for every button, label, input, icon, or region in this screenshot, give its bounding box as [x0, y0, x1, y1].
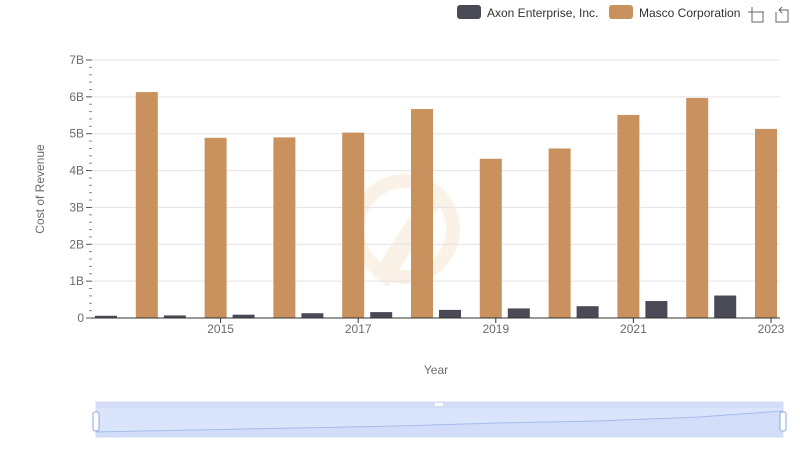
legend-swatch-masco: [609, 5, 633, 19]
bar-masco-2023[interactable]: [755, 128, 777, 318]
legend-item-axon[interactable]: Axon Enterprise, Inc.: [457, 5, 598, 20]
x-tick-label: 2021: [620, 322, 647, 336]
gridlines: [92, 59, 780, 282]
bar-masco-2014[interactable]: [135, 92, 158, 319]
bar-masco-2017[interactable]: [342, 132, 365, 318]
x-tick-label: 2017: [345, 322, 372, 336]
bar-axon-2022[interactable]: [645, 301, 668, 318]
bar-axon-2015[interactable]: [163, 315, 186, 318]
y-tick-label: 2B: [69, 237, 84, 251]
y-tick-label: 3B: [69, 200, 84, 214]
bar-masco-2015[interactable]: [204, 137, 227, 318]
bar-masco-2022[interactable]: [686, 97, 709, 318]
bar-axon-2017[interactable]: [301, 313, 324, 318]
bar-axon-2020[interactable]: [507, 308, 530, 318]
legend[interactable]: Axon Enterprise, Inc. Masco Corporation: [457, 5, 740, 20]
bar-masco-2018[interactable]: [411, 109, 433, 319]
y-minor-ticks: [89, 66, 92, 312]
slider-handle-left[interactable]: [92, 411, 100, 432]
x-axis-title: Year: [424, 363, 448, 377]
bar-axon-2023[interactable]: [714, 295, 737, 318]
bars[interactable]: [95, 92, 777, 319]
y-axis-ticks: 0 1B 2B 3B 4B 5B 6B 7B: [69, 53, 92, 325]
slider-handle-right[interactable]: [779, 411, 787, 432]
bar-axon-2014[interactable]: [95, 315, 117, 318]
bar-axon-2016[interactable]: [232, 314, 255, 318]
y-tick-label: 6B: [69, 90, 84, 104]
bar-axon-2018[interactable]: [370, 312, 393, 318]
legend-label-axon: Axon Enterprise, Inc.: [487, 6, 598, 20]
bar-axon-2019[interactable]: [439, 309, 461, 318]
bar-masco-2020[interactable]: [548, 148, 571, 318]
bar-axon-2021[interactable]: [576, 306, 599, 318]
y-tick-label: 7B: [69, 53, 84, 67]
reset-zoom-icon[interactable]: [775, 6, 789, 23]
y-tick-label: 4B: [69, 164, 84, 178]
watermark-logo: [350, 174, 460, 287]
slider-drag-grip[interactable]: [435, 403, 443, 406]
data-zoom-slider[interactable]: [92, 401, 787, 438]
bar-masco-2021[interactable]: [617, 114, 640, 318]
legend-item-masco[interactable]: Masco Corporation: [609, 5, 740, 20]
zoom-icon[interactable]: [748, 7, 764, 23]
y-axis-title: Cost of Revenue: [33, 144, 47, 234]
x-tick-label: 2023: [758, 322, 785, 336]
x-tick-label: 2019: [482, 322, 509, 336]
x-axis-ticks: 2015 2017 2019 2021 2023: [207, 318, 785, 336]
legend-label-masco: Masco Corporation: [639, 6, 740, 20]
y-tick-label: 0: [77, 311, 84, 325]
x-tick-label: 2015: [207, 322, 234, 336]
bar-masco-2016[interactable]: [273, 137, 296, 318]
slider-preview-area: [96, 411, 783, 437]
y-tick-label: 5B: [69, 127, 84, 141]
legend-swatch-axon: [457, 5, 481, 19]
bar-masco-2019[interactable]: [479, 158, 502, 318]
y-tick-label: 1B: [69, 274, 84, 288]
